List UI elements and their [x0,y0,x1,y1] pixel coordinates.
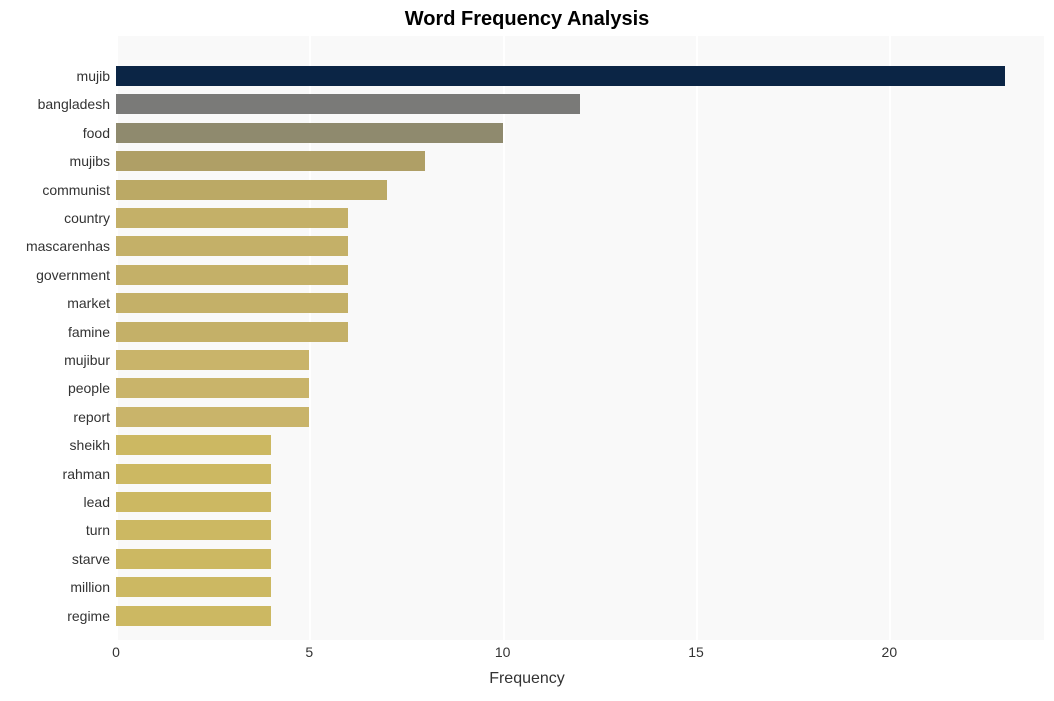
bar [116,378,309,398]
y-tick-label: communist [42,182,110,198]
bar [116,151,425,171]
x-axis-label: Frequency [0,670,1054,688]
y-tick-label: government [36,267,110,283]
bar [116,236,348,256]
gridline [889,36,891,640]
gridline [503,36,505,640]
x-tick-label: 10 [495,644,511,660]
bar [116,350,309,370]
x-tick-label: 20 [882,644,898,660]
bar [116,66,1005,86]
y-tick-label: starve [72,551,110,567]
bar [116,407,309,427]
bar [116,492,271,512]
plot-area [116,36,1044,640]
y-tick-label: mujibs [70,153,110,169]
y-tick-label: mujib [77,68,110,84]
y-tick-label: sheikh [70,437,110,453]
y-tick-label: rahman [63,466,110,482]
bar [116,520,271,540]
y-tick-label: lead [84,494,110,510]
y-tick-label: country [64,210,110,226]
bar [116,180,387,200]
bar [116,265,348,285]
bar [116,293,348,313]
chart-container: Word Frequency Analysis Frequency mujib b… [0,0,1054,701]
gridline [696,36,698,640]
bar [116,435,271,455]
bar [116,549,271,569]
y-tick-label: food [83,125,110,141]
y-tick-label: regime [67,608,110,624]
chart-title: Word Frequency Analysis [0,8,1054,31]
y-tick-label: turn [86,522,110,538]
x-tick-label: 15 [688,644,704,660]
bar [116,94,580,114]
y-tick-label: bangladesh [38,96,110,112]
y-tick-label: mascarenhas [26,238,110,254]
x-tick-label: 0 [112,644,120,660]
y-tick-label: famine [68,324,110,340]
bar [116,464,271,484]
bar [116,606,271,626]
bar [116,577,271,597]
bar [116,123,503,143]
y-tick-label: people [68,380,110,396]
bar [116,208,348,228]
y-tick-label: million [70,579,110,595]
x-tick-label: 5 [305,644,313,660]
y-tick-label: report [73,409,110,425]
y-tick-label: mujibur [64,352,110,368]
y-tick-label: market [67,295,110,311]
bar [116,322,348,342]
